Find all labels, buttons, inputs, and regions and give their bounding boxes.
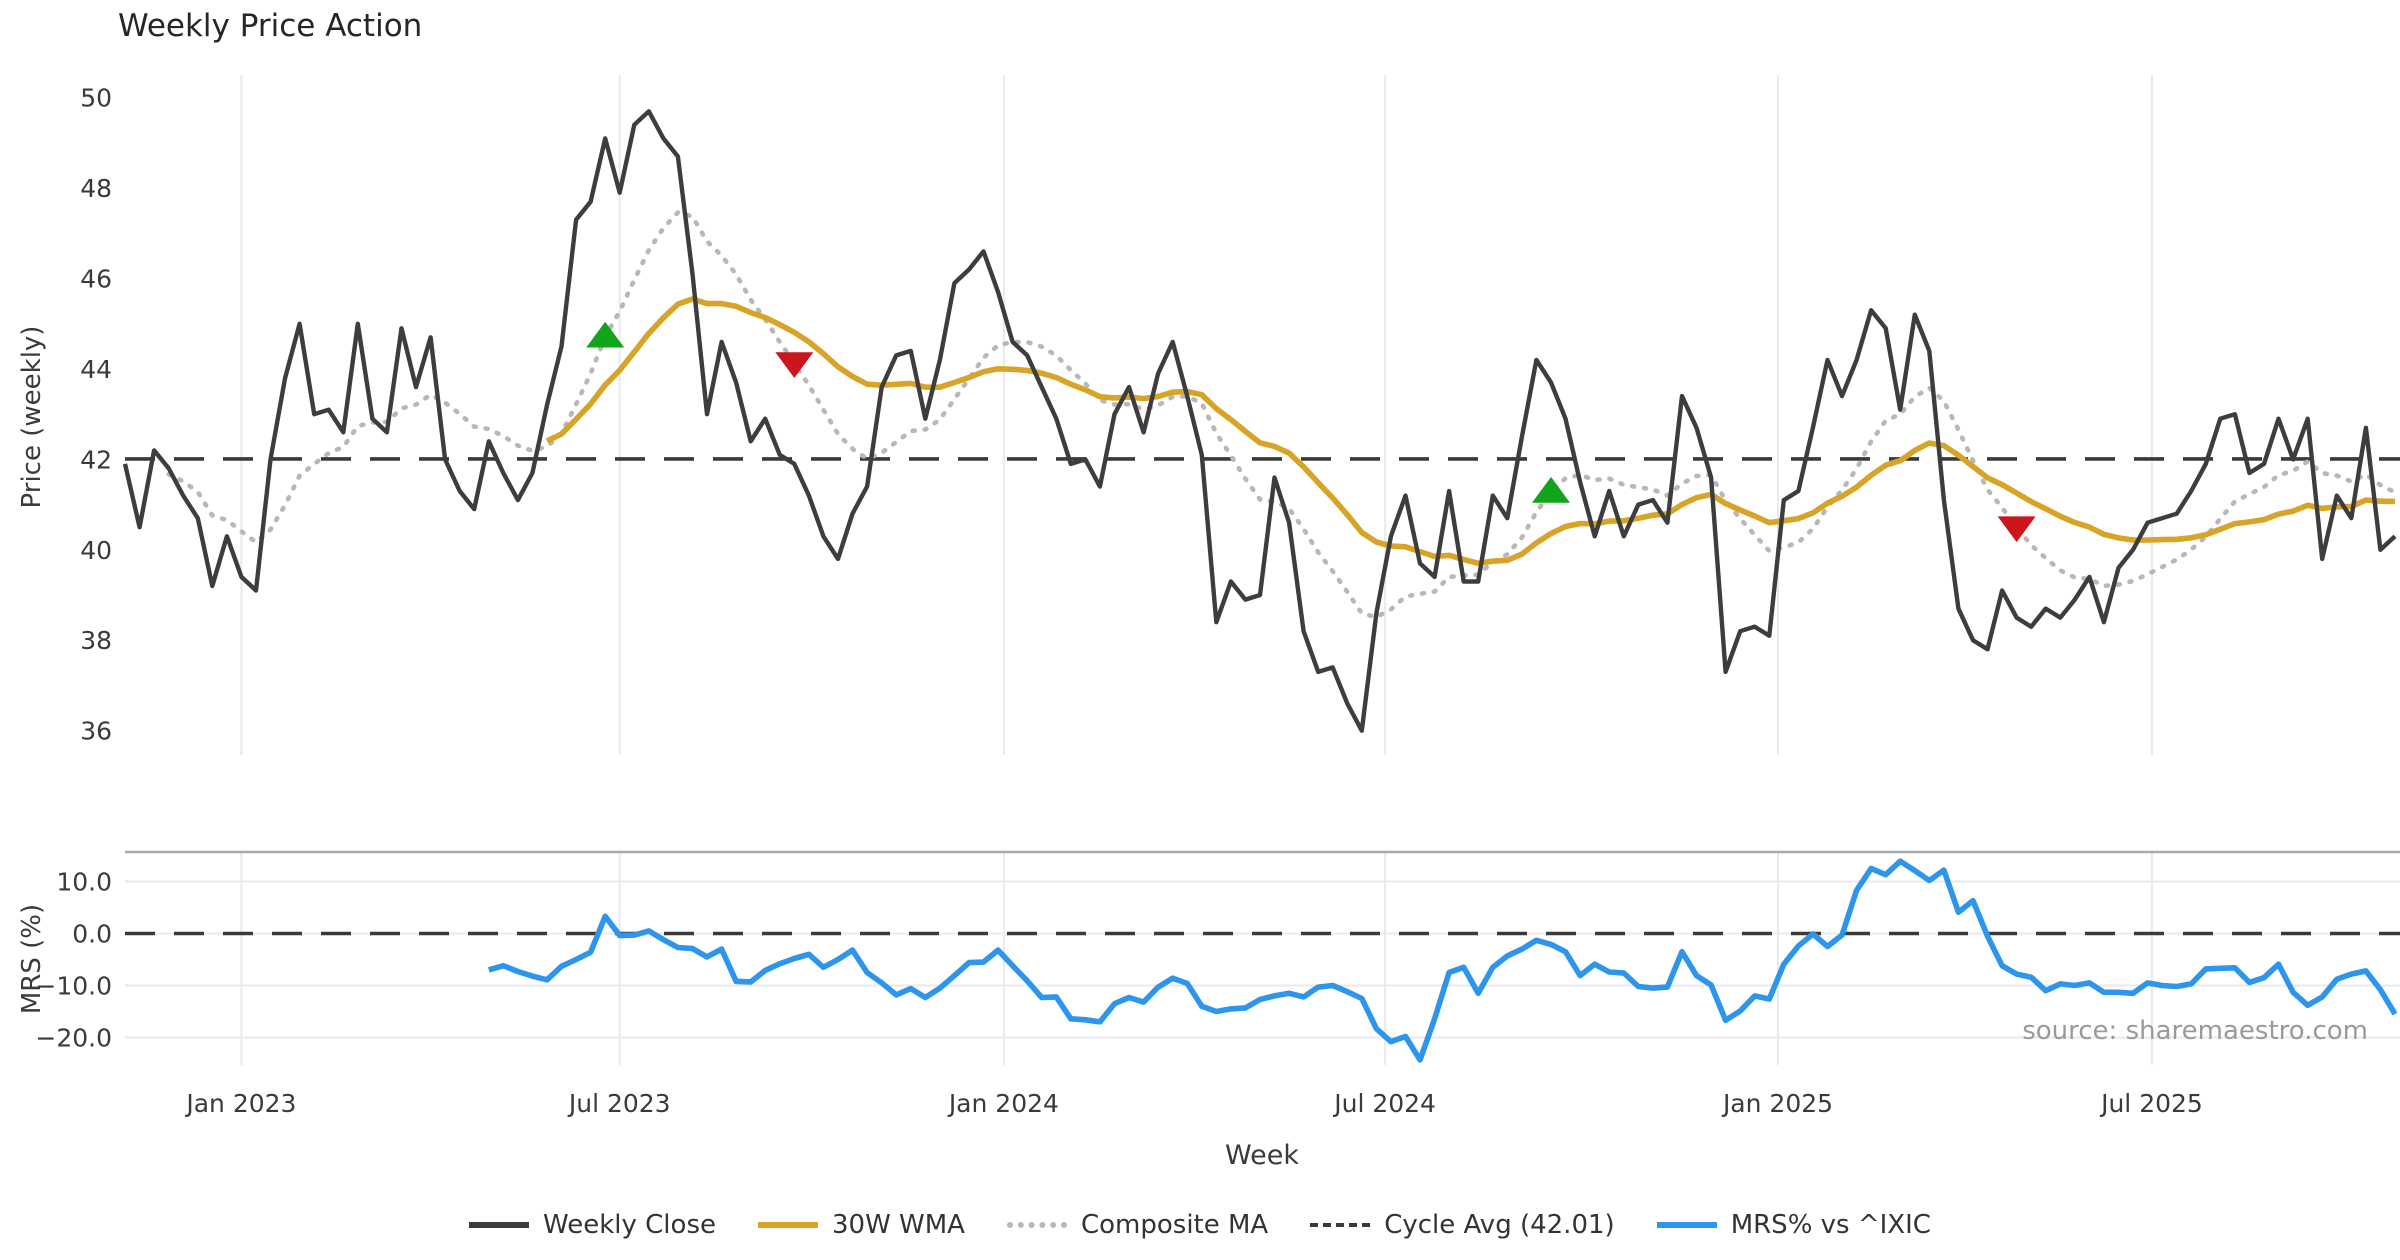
mrs-tick-label: 0.0 — [72, 920, 112, 949]
watermark: source: sharemaestro.com — [2022, 1016, 2368, 1046]
legend-item: Composite MA — [1006, 1210, 1269, 1240]
mrs-axis-label: MRS (%) — [17, 903, 47, 1015]
x-tick-label: Jul 2024 — [1332, 1089, 1436, 1118]
price-tick-label: 40 — [80, 536, 112, 565]
legend-label: Weekly Close — [543, 1210, 716, 1240]
price-tick-label: 46 — [80, 265, 112, 294]
buy-marker — [586, 321, 625, 348]
price-axis-label: Price (weekly) — [17, 325, 47, 509]
legend-label: 30W WMA — [831, 1210, 965, 1240]
price-tick-label: 48 — [80, 174, 112, 203]
legend-label: Composite MA — [1080, 1210, 1269, 1240]
price-tick-label: 36 — [80, 717, 112, 746]
sell-marker — [775, 352, 814, 379]
sell-marker — [1997, 516, 2036, 543]
buy-marker — [1531, 476, 1570, 503]
price-tick-label: 44 — [80, 355, 112, 384]
weekly-close-line — [122, 109, 2397, 733]
price-tick-label: 38 — [80, 626, 112, 655]
x-tick-label: Jul 2025 — [2099, 1089, 2203, 1118]
legend-item: Weekly Close — [469, 1210, 716, 1240]
legend-item: MRS% vs ^IXIC — [1656, 1210, 1931, 1240]
composite-ma-line — [166, 209, 2398, 620]
legend-item: Cycle Avg (42.01) — [1310, 1210, 1615, 1240]
wma-30w-line — [545, 296, 2396, 567]
x-tick-label: Jan 2023 — [184, 1089, 296, 1118]
x-tick-label: Jul 2023 — [567, 1089, 671, 1118]
legend-item: 30W WMA — [757, 1210, 965, 1240]
mrs-tick-label: −10.0 — [35, 972, 112, 1001]
legend-swatch-dashed — [1310, 1223, 1371, 1227]
legend-swatch-solid — [469, 1222, 530, 1228]
legend-swatch-dotted — [1006, 1222, 1067, 1228]
x-axis-label: Week — [1225, 1140, 1299, 1171]
price-tick-label: 50 — [80, 84, 112, 113]
legend-swatch-solid — [757, 1222, 818, 1228]
x-tick-label: Jan 2025 — [1721, 1089, 1833, 1118]
legend-label: MRS% vs ^IXIC — [1730, 1210, 1931, 1240]
page-title: Weekly Price Action — [118, 8, 423, 44]
price-tick-label: 42 — [80, 445, 112, 474]
x-tick-label: Jan 2024 — [947, 1089, 1059, 1118]
legend-swatch-solid — [1656, 1222, 1717, 1228]
mrs-line — [488, 858, 2398, 1063]
legend-label: Cycle Avg (42.01) — [1384, 1210, 1615, 1240]
legend: Weekly Close 30W WMA Composite MA Cycle Avg… — [0, 1210, 2400, 1240]
mrs-tick-label: 10.0 — [56, 868, 112, 897]
mrs-tick-label: −20.0 — [35, 1024, 112, 1053]
